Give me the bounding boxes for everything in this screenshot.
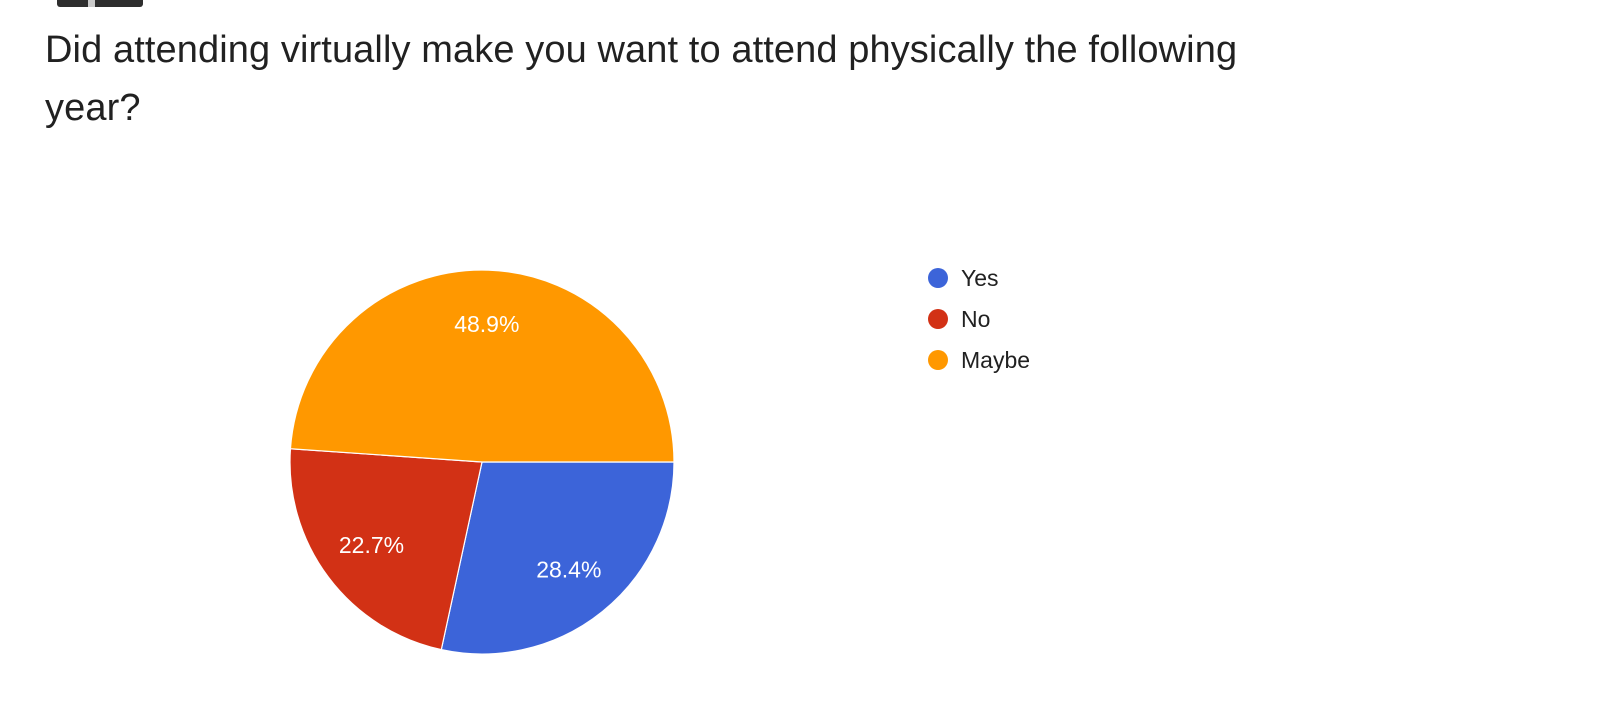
question-title: Did attending virtually make you want to… [45,29,1238,129]
legend-item-yes: Yes [928,266,1030,290]
slice-label-yes: 28.4% [536,557,601,583]
pie-chart-svg: 28.4% 22.7% 48.9% [289,269,675,655]
legend-item-no: No [928,307,1030,331]
legend-item-maybe: Maybe [928,348,1030,372]
legend-label: Yes [961,264,999,291]
cropped-text-fragment [57,0,143,7]
pie-slice-yes[interactable] [440,461,675,655]
slice-label-no: 22.7% [339,532,404,558]
pie-chart: 28.4% 22.7% 48.9% [287,267,677,657]
legend-dot-icon [928,309,948,329]
legend-dot-icon [928,268,948,288]
legend-label: Maybe [961,346,1031,373]
pie-slice-no[interactable] [289,448,483,651]
slice-label-maybe: 48.9% [454,311,519,337]
pie-slice-maybe[interactable] [289,269,675,463]
legend-label: No [961,305,991,332]
legend-dot-icon [928,350,948,370]
chart-legend: Yes No Maybe [928,266,1030,372]
